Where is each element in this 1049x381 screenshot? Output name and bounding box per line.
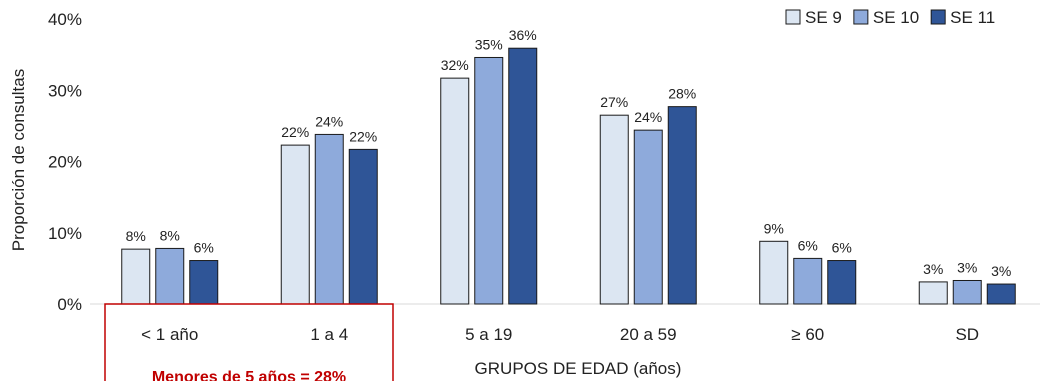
legend-swatch [930,9,946,25]
bar [667,106,697,305]
bar-value-label: 6% [194,240,214,256]
bar [440,77,470,305]
bar-value-label: 3% [923,261,943,277]
bar [952,279,982,305]
bar [918,281,948,305]
bar-value-label: 36% [509,27,537,43]
x-axis-title: GRUPOS DE EDAD (años) [475,359,682,378]
legend-label: SE 9 [805,8,842,27]
bar-value-label: 24% [315,113,343,129]
bar-value-label: 32% [441,57,469,73]
bar-value-label: 6% [798,237,818,253]
y-tick-label: 30% [48,81,82,100]
bar [314,133,344,305]
bar-value-label: 35% [475,36,503,52]
bar-value-label: 8% [126,228,146,244]
bar-value-label: 22% [281,124,309,140]
category-label: 5 a 19 [465,325,512,344]
bar-value-label: 24% [634,109,662,125]
bar-value-label: 3% [957,259,977,275]
category-label: 20 a 59 [620,325,677,344]
bar-value-label: 28% [668,86,696,102]
bar [827,260,857,305]
bar [793,257,823,305]
bar [759,240,789,305]
bar-value-label: 6% [832,240,852,256]
category-label: 1 a 4 [310,325,348,344]
bar [155,247,185,305]
y-tick-label: 10% [48,224,82,243]
bar-value-label: 27% [600,94,628,110]
bar-value-label: 8% [160,227,180,243]
bar [986,283,1016,305]
bar-value-label: 22% [349,128,377,144]
category-label: SD [955,325,979,344]
bar [633,129,663,305]
category-label: < 1 año [141,325,198,344]
bar [508,47,538,305]
legend-label: SE 11 [950,8,995,27]
y-tick-label: 40% [48,10,82,29]
bar [599,114,629,305]
under-five-highlight-box [104,303,394,381]
bar [348,148,378,305]
bar-value-label: 9% [764,220,784,236]
bar-value-label: 3% [991,263,1011,279]
bar [121,248,151,305]
y-axis: 0% 10% 20% 30% 40% [48,10,82,314]
category-label: ≥ 60 [791,325,824,344]
y-tick-label: 0% [57,295,82,314]
bar [474,56,504,305]
bars: 8% 8% 6% 22% 24% 22% 32% 35% 36% 27% 24% 28% 9% 6% 6% 3… [121,27,1016,305]
bar [280,144,310,305]
legend-swatch [785,9,801,25]
under-five-note: Menores de 5 años = 28% [152,369,346,381]
bar [189,260,219,305]
legend-label: SE 10 [873,8,919,27]
legend: SE 9 SE 10 SE 11 [785,8,995,27]
y-tick-label: 20% [48,153,82,172]
category-labels: < 1 año 1 a 4 5 a 19 20 a 59 ≥ 60 SD [141,325,979,344]
legend-swatch [853,9,869,25]
y-axis-title: Proporción de consultas [9,69,28,251]
